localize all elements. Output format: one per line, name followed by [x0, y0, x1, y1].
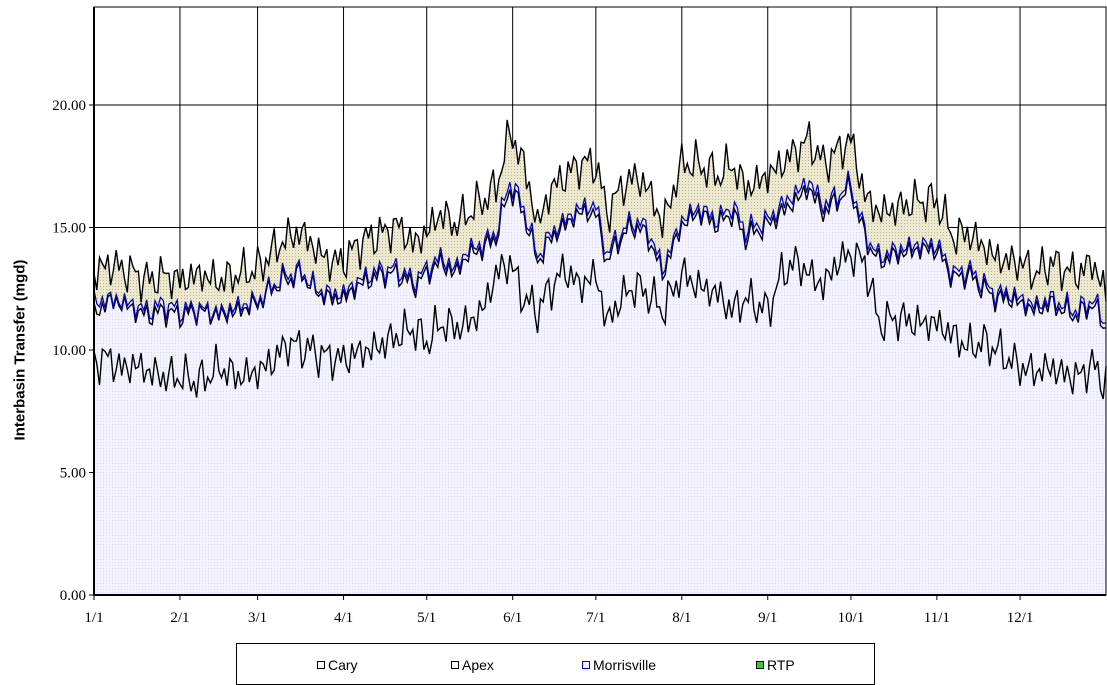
- x-tick-label: 4/1: [334, 610, 353, 626]
- legend-item-apex: Apex: [451, 657, 494, 673]
- legend-swatch-rtp: [756, 661, 764, 669]
- legend: Cary Apex Morrisville RTP: [236, 643, 875, 685]
- x-tick-labels: 1/1 2/1 3/1 4/1 5/1 6/1 7/1 8/1 9/1 10/1 11/1 12/1: [84, 595, 1033, 626]
- y-tick-label: 20.00: [52, 98, 86, 114]
- legend-label-morrisville: Morrisville: [593, 657, 656, 673]
- line-morrisville: [93, 170, 1107, 325]
- x-tick-label: 2/1: [170, 610, 189, 626]
- legend-item-rtp: RTP: [756, 657, 795, 673]
- legend-label-rtp: RTP: [767, 657, 795, 673]
- line-apex: [93, 175, 1107, 330]
- line-cary: [93, 241, 1107, 400]
- x-tick-label: 7/1: [586, 610, 605, 626]
- legend-swatch-morrisville: [582, 661, 590, 669]
- line-rtp: [93, 119, 1107, 303]
- x-tick-label: 10/1: [838, 610, 865, 626]
- legend-item-cary: Cary: [317, 657, 358, 673]
- legend-label-cary: Cary: [328, 657, 358, 673]
- x-tick-label: 6/1: [503, 610, 522, 626]
- y-tick-labels: 0.00 5.00 10.00 15.00 20.00: [52, 98, 94, 604]
- legend-swatch-cary: [317, 661, 325, 669]
- area-morrisville: [94, 170, 1106, 595]
- series-lines: [93, 119, 1107, 400]
- x-tick-label: 3/1: [248, 610, 267, 626]
- y-tick-label: 10.00: [52, 343, 86, 359]
- x-tick-label: 5/1: [417, 610, 436, 626]
- x-tick-label: 9/1: [758, 610, 777, 626]
- x-tick-label: 11/1: [924, 610, 950, 626]
- legend-item-morrisville: Morrisville: [582, 657, 656, 673]
- y-tick-label: 0.00: [60, 588, 86, 604]
- x-tick-label: 8/1: [672, 610, 691, 626]
- x-tick-label: 12/1: [1007, 610, 1034, 626]
- y-axis-label: Interbasin Transfer (mgd): [11, 259, 29, 441]
- legend-label-apex: Apex: [462, 657, 494, 673]
- y-tick-label: 5.00: [60, 466, 86, 482]
- x-tick-label: 1/1: [84, 610, 103, 626]
- legend-swatch-apex: [451, 661, 459, 669]
- y-tick-label: 15.00: [52, 221, 86, 237]
